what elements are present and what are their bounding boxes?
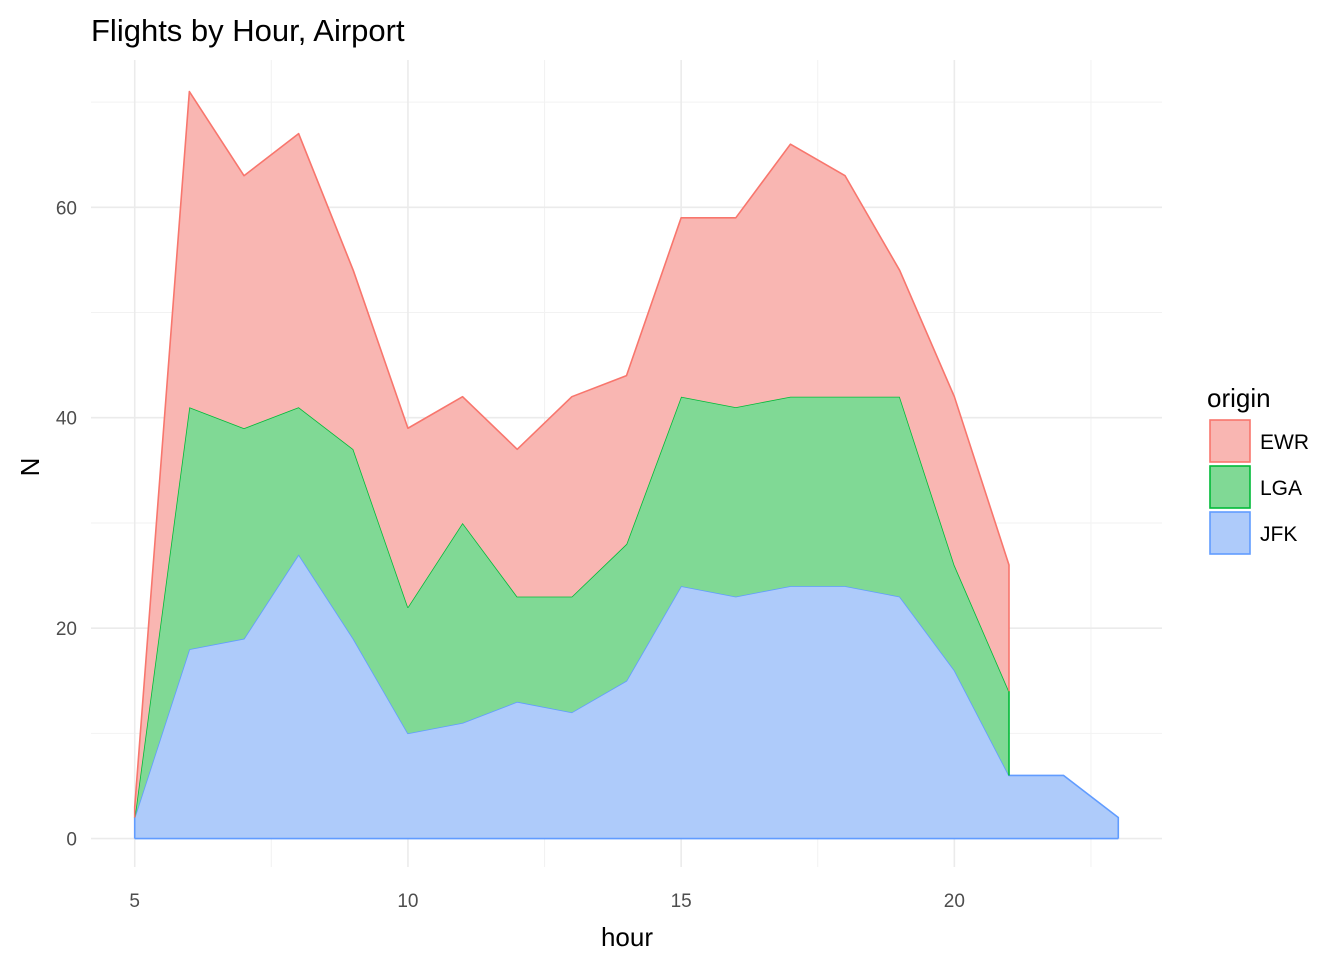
x-tick-label: 10 [397, 891, 418, 912]
area-lga [134, 396, 1009, 818]
legend-swatch-ewr [1209, 419, 1251, 463]
x-tick-label: 20 [944, 891, 965, 912]
x-axis-title: hour [601, 922, 653, 952]
y-tick-label: 60 [56, 198, 77, 219]
legend-label-lga: LGA [1260, 477, 1302, 500]
axis-layer: 5 10 15 20 0 20 40 60 [56, 198, 965, 912]
area-outline-ewr [133, 90, 1010, 818]
y-axis-title: N [15, 458, 45, 477]
legend-label-ewr: EWR [1260, 431, 1309, 454]
y-tick-label: 40 [56, 409, 77, 430]
legend-title: origin [1207, 383, 1271, 413]
x-tick-label: 15 [671, 891, 692, 912]
area-layer [133, 90, 1120, 840]
chart-title: Flights by Hour, Airport [91, 13, 405, 48]
y-tick-label: 0 [66, 830, 77, 851]
x-tick-label: 5 [129, 891, 140, 912]
y-tick-label: 20 [56, 619, 77, 640]
legend-swatch-lga [1209, 465, 1251, 509]
legend: origin EWR LGA JFK [1207, 383, 1309, 555]
area-ewr [134, 91, 1009, 818]
legend-swatch-jfk [1209, 511, 1251, 555]
legend-label-jfk: JFK [1260, 523, 1297, 546]
area-jfk [134, 554, 1119, 839]
